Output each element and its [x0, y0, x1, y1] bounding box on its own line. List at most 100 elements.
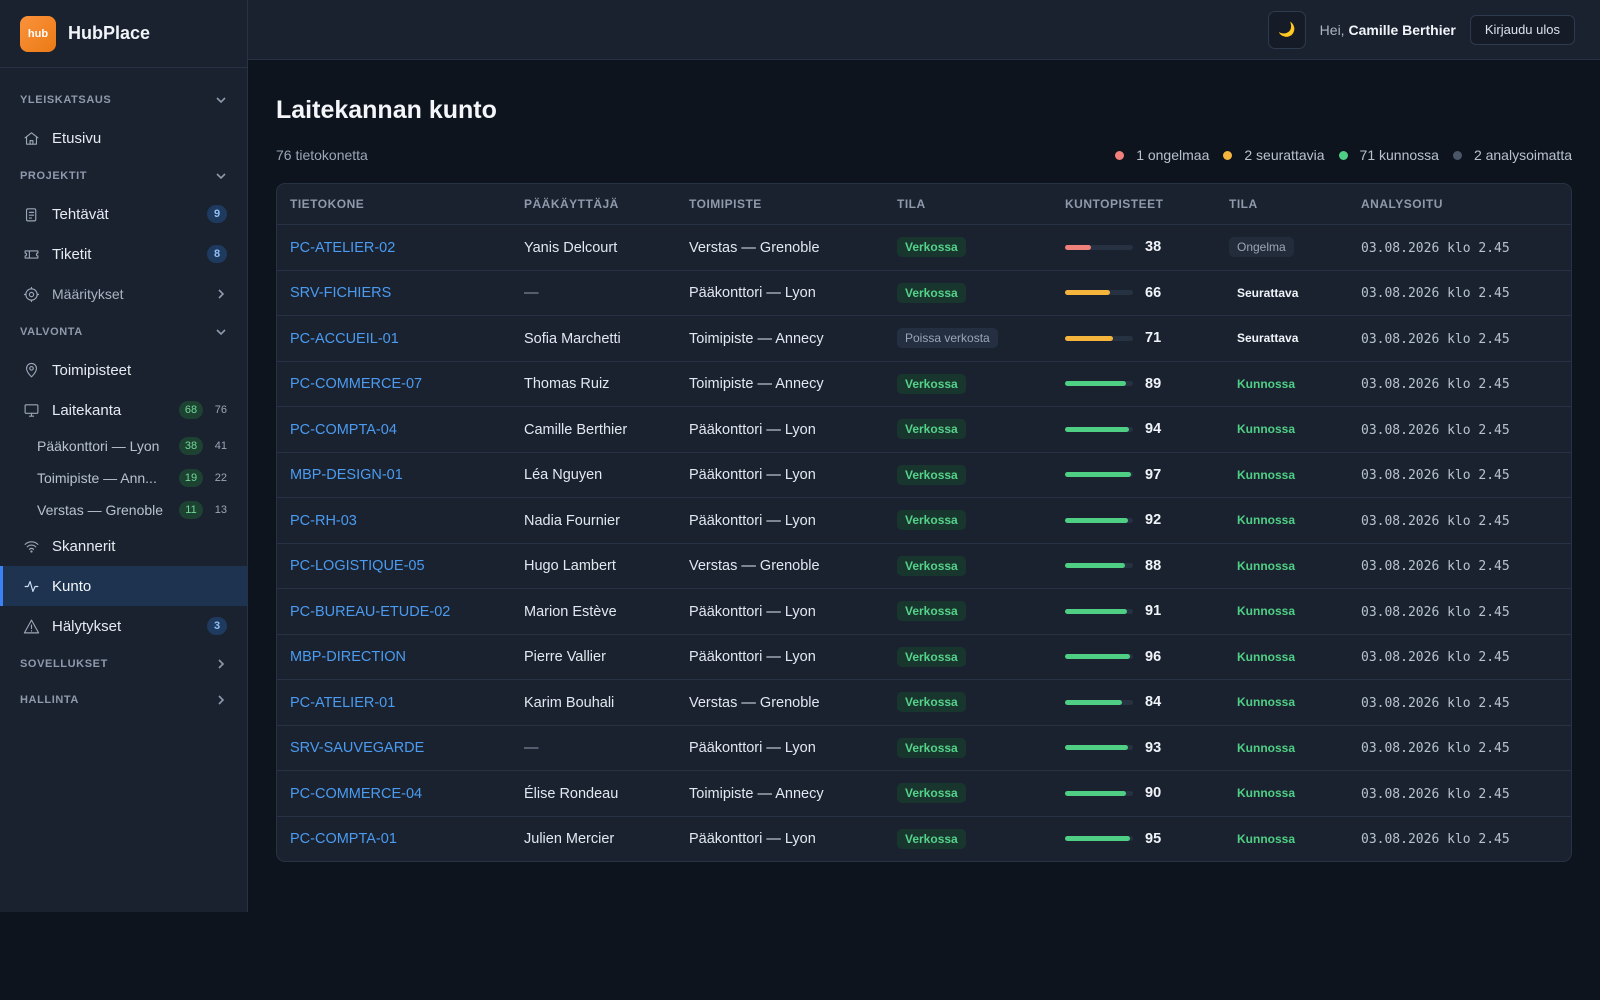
sidebar-item-settings[interactable]: Määritykset: [0, 274, 247, 314]
column-header[interactable]: ANALYSOITU: [1361, 197, 1443, 211]
legend-dot: [1115, 150, 1125, 160]
health-status-badge: Kunnossa: [1237, 831, 1296, 846]
computer-link[interactable]: PC-ACCUEIL-01: [290, 330, 399, 347]
sidebar: hub HubPlace YLEISKATSAUS Etusivu PROJEK…: [0, 0, 248, 912]
total-count: 76: [214, 404, 227, 416]
table-row[interactable]: MBP-DESIGN-01 Léa Nguyen Pääkonttori — Lyo…: [277, 451, 1571, 498]
connection-status-badge: Verkossa: [897, 737, 966, 758]
computer-link[interactable]: MBP-DIRECTION: [290, 649, 406, 666]
section-monitoring[interactable]: VALVONTA: [0, 314, 247, 350]
table-row[interactable]: PC-COMPTA-04 Camille Berthier Pääkonttori …: [277, 406, 1571, 452]
computer-link[interactable]: PC-LOGISTIQUE-05: [290, 558, 425, 575]
sidebar-item-tickets[interactable]: Tiketit 8: [0, 234, 247, 274]
health-status-badge: Kunnossa: [1237, 649, 1296, 664]
analyzed-timestamp: 03.08.2026 klo 2.45: [1361, 650, 1510, 666]
health-score-bar: [1065, 608, 1133, 614]
section-overview[interactable]: YLEISKATSAUS: [0, 82, 247, 118]
analyzed-timestamp: 03.08.2026 klo 2.45: [1361, 240, 1510, 256]
computer-link[interactable]: PC-COMPTA-04: [290, 421, 397, 438]
table-row[interactable]: PC-RH-03 Nadia Fournier Pääkonttori — Lyon…: [277, 497, 1571, 543]
section-apps[interactable]: SOVELLUKSET: [0, 646, 247, 682]
computer-link[interactable]: PC-BUREAU-ETUDE-02: [290, 603, 451, 620]
column-header[interactable]: TILA: [897, 197, 926, 211]
legend-dot: [1452, 150, 1462, 160]
table-row[interactable]: PC-BUREAU-ETUDE-02 Marion Estève Pääkontto…: [277, 588, 1571, 634]
section-admin[interactable]: HALLINTA: [0, 682, 247, 718]
sidebar-item-sites[interactable]: Toimipisteet: [0, 350, 247, 390]
computer-link[interactable]: PC-COMMERCE-07: [290, 376, 423, 393]
table-row[interactable]: PC-ATELIER-02 Yanis Delcourt Verstas — Gre…: [277, 224, 1571, 270]
table-row[interactable]: MBP-DIRECTION Pierre Vallier Pääkonttori —…: [277, 633, 1571, 680]
total-count: 41: [214, 440, 227, 452]
site-name: Pääkonttori — Lyon: [689, 467, 816, 484]
sidebar-item-home[interactable]: Etusivu: [0, 118, 247, 158]
computer-link[interactable]: MBP-DESIGN-01: [290, 467, 403, 484]
column-header[interactable]: TILA: [1229, 197, 1258, 211]
site-name: Verstas — Grenoble: [689, 239, 820, 256]
sidebar-item-fleet[interactable]: Laitekanta 68 76: [0, 390, 247, 430]
table-row[interactable]: PC-LOGISTIQUE-05 Hugo Lambert Verstas — Gr…: [277, 542, 1571, 589]
table-row[interactable]: SRV-SAUVEGARDE — Pääkonttori — Lyon Verkoss…: [277, 724, 1571, 771]
sidebar-item-alerts[interactable]: Hälytykset 3: [0, 606, 247, 646]
health-score-fill: [1065, 790, 1127, 796]
health-score-bar: [1065, 790, 1133, 796]
brand[interactable]: hub HubPlace: [0, 0, 247, 68]
health-status-badge: Ongelma: [1229, 237, 1294, 258]
computer-link[interactable]: SRV-SAUVEGARDE: [290, 740, 425, 757]
legend-dot: [1223, 150, 1233, 160]
sidebar-subitem-site[interactable]: Verstas — Grenoble 11 13: [0, 494, 247, 526]
health-score-fill: [1065, 745, 1129, 751]
health-score-fill: [1065, 563, 1125, 569]
chevron-right-icon: [218, 695, 225, 705]
sidebar-item-tasks[interactable]: Tehtävät 9: [0, 194, 247, 234]
sidebar-subitem-site[interactable]: Pääkonttori — Lyon 38 41: [0, 430, 247, 462]
table-row[interactable]: PC-ATELIER-01 Karim Bouhali Verstas — Gren…: [277, 679, 1571, 725]
column-header[interactable]: PÄÄKÄYTTÄJÄ: [524, 197, 619, 211]
sidebar-item-health[interactable]: Kunto: [0, 566, 247, 606]
sidebar-item-label: Määritykset: [52, 286, 124, 302]
table-row[interactable]: PC-COMPTA-01 Julien Mercier Pääkonttori — …: [277, 815, 1571, 862]
health-score-fill: [1065, 608, 1127, 614]
logout-button[interactable]: Kirjaudu ulos: [1469, 14, 1575, 45]
chevron-right-icon: [218, 289, 225, 299]
column-header[interactable]: TIETOKONE: [290, 197, 365, 211]
computer-link[interactable]: PC-COMPTA-01: [290, 831, 397, 848]
health-score-fill: [1065, 381, 1126, 387]
health-score-fill: [1065, 654, 1131, 660]
sidebar-item-label: Skannerit: [52, 537, 116, 555]
analyzed-timestamp: 03.08.2026 klo 2.45: [1361, 604, 1510, 620]
health-score-value: 92: [1145, 512, 1162, 529]
connection-status-badge: Verkossa: [897, 601, 966, 622]
sidebar-subitem-label: Toimipiste — Ann...: [37, 470, 157, 486]
table-row[interactable]: PC-COMMERCE-04 Élise Rondeau Toimipiste — …: [277, 770, 1571, 816]
column-header[interactable]: TOIMIPISTE: [689, 197, 762, 211]
warning-icon: [22, 617, 40, 635]
sidebar-item-scanners[interactable]: Skannerit: [0, 526, 247, 566]
analyzed-timestamp: 03.08.2026 klo 2.45: [1361, 513, 1510, 529]
sidebar-item-label: Kunto: [52, 577, 92, 595]
ok-count-badge: 38: [179, 437, 203, 455]
computer-link[interactable]: PC-ATELIER-02: [290, 239, 396, 256]
table-row[interactable]: PC-COMMERCE-07 Thomas Ruiz Toimipiste — An…: [277, 360, 1571, 407]
moon-icon: 🌙: [1277, 21, 1296, 37]
legend-item: 1 ongelmaa: [1115, 147, 1209, 163]
table-row[interactable]: SRV-FICHIERS — Pääkonttori — Lyon Verkossa 6…: [277, 269, 1571, 316]
computer-link[interactable]: PC-ATELIER-01: [290, 694, 396, 711]
computer-link[interactable]: SRV-FICHIERS: [290, 285, 392, 302]
column-header[interactable]: KUNTOPISTEET: [1065, 197, 1164, 211]
chevron-right-icon: [218, 659, 225, 669]
sidebar-subitem-site[interactable]: Toimipiste — Ann... 19 22: [0, 462, 247, 494]
computer-link[interactable]: PC-RH-03: [290, 512, 357, 529]
computer-link[interactable]: PC-COMMERCE-04: [290, 785, 423, 802]
section-projects[interactable]: PROJEKTIT: [0, 158, 247, 194]
analyzed-timestamp: 03.08.2026 klo 2.45: [1361, 786, 1510, 802]
table-row[interactable]: PC-ACCUEIL-01 Sofia Marchetti Toimipiste —…: [277, 315, 1571, 361]
sidebar-subitem-label: Pääkonttori — Lyon: [37, 438, 160, 454]
ok-count-badge: 19: [179, 469, 203, 487]
health-status-badge: Kunnossa: [1237, 422, 1296, 437]
theme-toggle-button[interactable]: 🌙: [1267, 10, 1306, 49]
analyzed-timestamp: 03.08.2026 klo 2.45: [1361, 695, 1510, 711]
section-monitoring-label: VALVONTA: [20, 326, 83, 338]
health-status-badge: Kunnossa: [1237, 604, 1296, 619]
admin-user: Léa Nguyen: [524, 467, 603, 484]
